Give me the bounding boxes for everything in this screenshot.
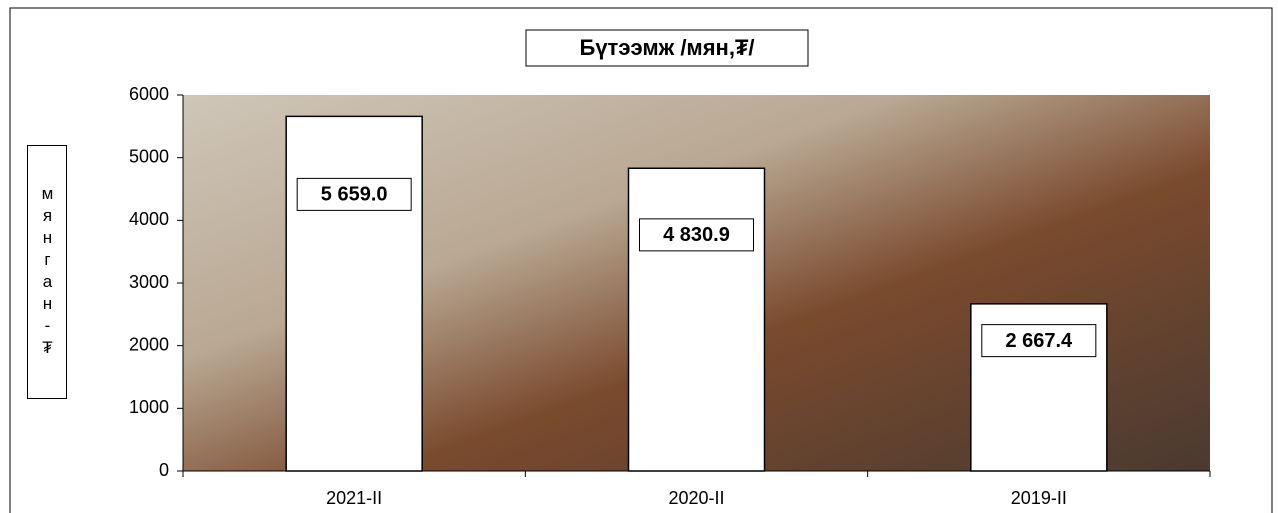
y-tick-label: 6000 bbox=[129, 84, 169, 104]
value-label-box bbox=[981, 324, 1097, 358]
y-tick-label: 0 bbox=[159, 460, 169, 480]
bar bbox=[285, 115, 423, 472]
value-label-box bbox=[639, 218, 754, 252]
value-label: 5 659.0 bbox=[321, 184, 388, 206]
x-tick-label: 2019-II bbox=[1011, 488, 1067, 508]
frame bbox=[9, 7, 1273, 513]
value-label-box bbox=[296, 177, 412, 211]
y-tick-label: 3000 bbox=[129, 272, 169, 292]
chart-title: Бүтээмж /мян,₮/ bbox=[580, 35, 755, 60]
x-tick-label: 2020-II bbox=[668, 488, 724, 508]
y-tick-label: 4000 bbox=[129, 209, 169, 229]
value-label: 4 830.9 bbox=[663, 224, 730, 246]
y-tick-label: 2000 bbox=[129, 334, 169, 354]
y-tick-label: 1000 bbox=[129, 397, 169, 417]
bar bbox=[627, 167, 766, 472]
y-axis-label: мянган-₮ bbox=[27, 145, 67, 399]
value-label: 2 667.4 bbox=[1005, 330, 1073, 352]
y-tick-label: 5000 bbox=[129, 146, 169, 166]
x-tick-label: 2021-II bbox=[326, 488, 382, 508]
title-box bbox=[525, 29, 809, 67]
